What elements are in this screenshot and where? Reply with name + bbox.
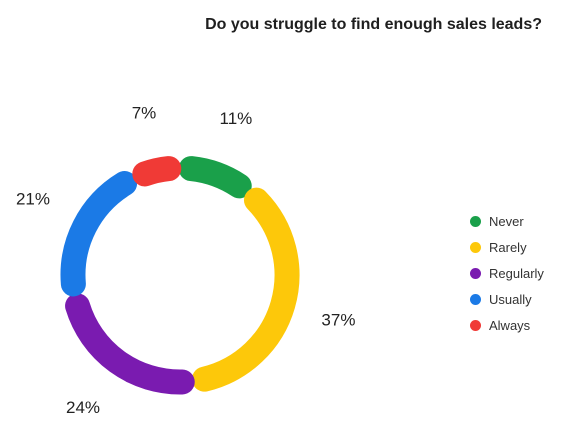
legend-label-rarely: Rarely	[489, 239, 527, 255]
slice-never	[178, 156, 252, 199]
legend-label-always: Always	[489, 317, 531, 333]
slice-rarely	[191, 187, 300, 392]
label-regularly: 24%	[66, 398, 100, 417]
legend-item-never: Never	[470, 208, 544, 234]
legend-item-regularly: Regularly	[470, 260, 544, 286]
legend-label-usually: Usually	[489, 291, 532, 307]
legend-swatch-usually	[470, 293, 481, 305]
legend-label-never: Never	[489, 213, 524, 229]
legend-label-regularly: Regularly	[489, 265, 544, 281]
label-rarely: 37%	[321, 311, 355, 330]
slice-usually	[60, 170, 138, 297]
legend-swatch-never	[470, 215, 481, 227]
slice-regularly	[65, 293, 195, 395]
legend-item-usually: Usually	[470, 286, 544, 312]
legend-swatch-always	[470, 319, 481, 331]
label-always: 7%	[132, 103, 157, 122]
legend-swatch-regularly	[470, 267, 481, 279]
chart-legend: Never Rarely Regularly Usually Always	[470, 208, 544, 338]
legend-item-rarely: Rarely	[470, 234, 544, 260]
chart-title: Do you struggle to find enough sales lea…	[205, 16, 542, 33]
label-usually: 21%	[16, 190, 50, 209]
donut-slices	[60, 156, 300, 395]
legend-item-always: Always	[470, 312, 544, 338]
legend-swatch-rarely	[470, 241, 481, 253]
slice-always	[132, 156, 182, 187]
label-never: 11%	[220, 109, 253, 128]
slice-labels: 11% 37% 24% 21% 7%	[16, 103, 355, 417]
